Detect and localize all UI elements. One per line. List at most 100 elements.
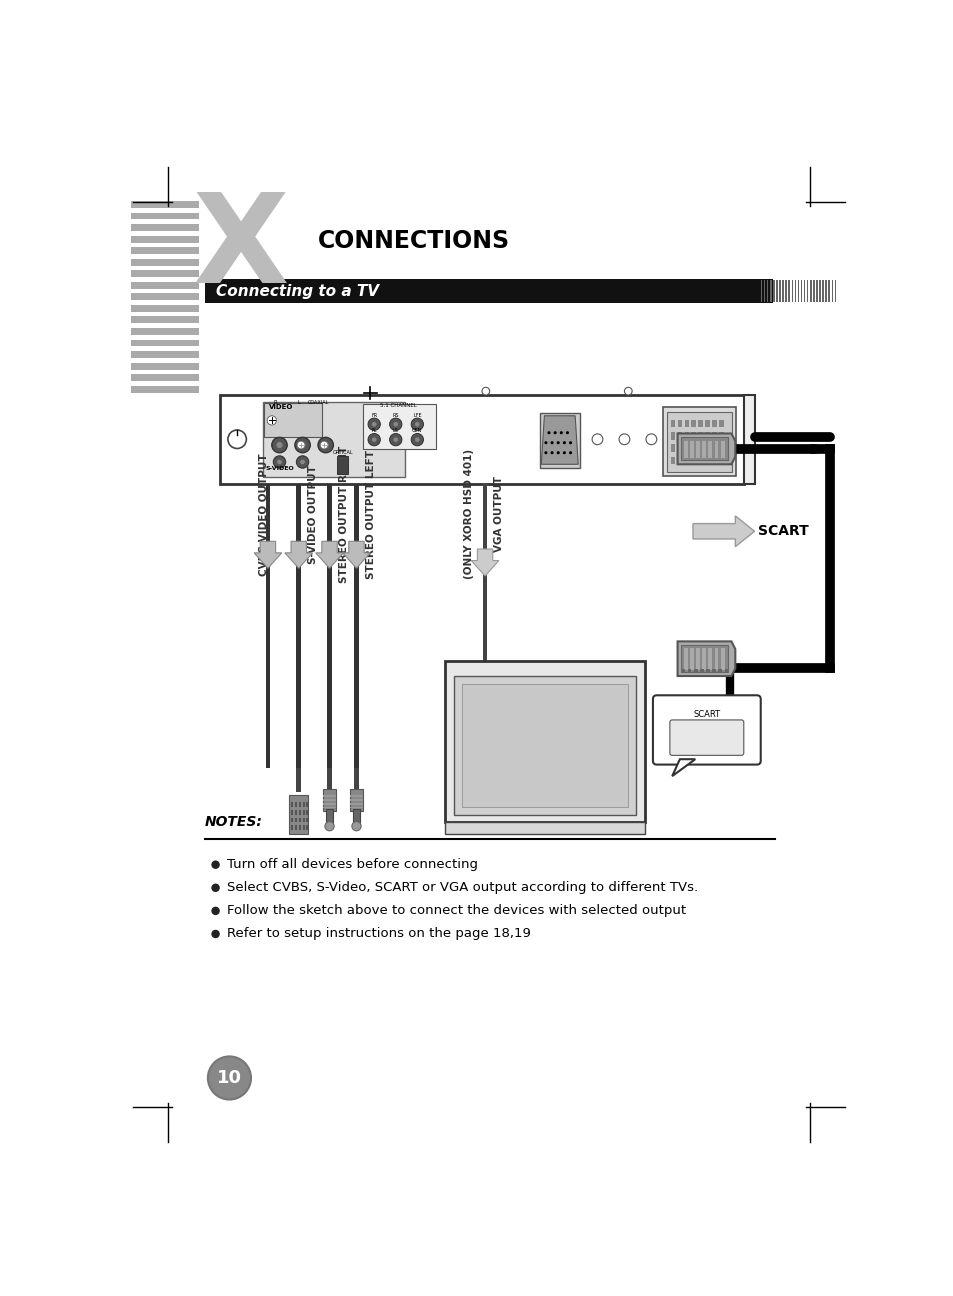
Bar [718,669,721,673]
Bar [772,280,774,302]
Polygon shape [471,550,498,575]
Circle shape [296,456,309,468]
Bar [294,802,297,807]
Text: SCART: SCART [758,525,808,538]
Bar [769,280,771,302]
Bar [349,804,363,805]
Text: STEREO OUTPUT RIGHT: STEREO OUTPUT RIGHT [338,446,349,583]
Text: L: L [297,400,300,406]
Circle shape [411,419,423,430]
Bar [131,201,198,207]
Bar [354,769,358,792]
Bar [712,432,716,439]
Bar [683,441,687,457]
Bar [539,412,579,468]
Bar [294,810,297,815]
Bar [131,271,198,277]
Bar [684,420,688,428]
Circle shape [477,775,480,778]
Circle shape [297,441,305,448]
Bar [723,669,728,673]
Text: RS: RS [392,412,398,417]
Bar [302,818,305,823]
Bar [131,351,198,358]
Bar [131,375,198,381]
Circle shape [473,798,476,801]
Bar [670,456,675,464]
Bar [708,648,712,670]
Bar [362,404,436,448]
Text: S-VIDEO: S-VIDEO [265,465,294,470]
Bar [666,412,732,472]
Circle shape [568,451,572,455]
Bar [787,280,789,302]
Bar [684,445,688,452]
Bar [354,483,358,769]
Text: SCART: SCART [693,710,720,719]
Bar [322,800,336,801]
Bar [720,441,723,457]
Bar [698,432,702,439]
Circle shape [568,441,572,445]
Bar [482,737,487,761]
FancyBboxPatch shape [669,721,743,756]
Circle shape [267,416,276,425]
Bar [306,802,309,807]
Text: CONNECTIONS: CONNECTIONS [317,229,510,253]
Bar [719,432,723,439]
Bar [325,809,333,826]
Polygon shape [677,642,735,677]
Bar [834,280,836,302]
Polygon shape [471,765,498,807]
Text: CEN: CEN [412,428,422,433]
Circle shape [624,388,632,395]
Bar [816,280,817,302]
Circle shape [212,884,219,892]
Circle shape [473,775,476,778]
Bar [131,236,198,242]
Bar [296,483,301,769]
Text: Follow the sketch above to connect the devices with selected output: Follow the sketch above to connect the d… [227,905,685,918]
Bar [131,386,198,393]
Circle shape [645,434,656,445]
Bar [349,796,363,797]
Circle shape [544,441,547,445]
Bar [714,441,718,457]
Bar [691,456,696,464]
Bar [712,669,716,673]
Bar [683,648,687,670]
Bar [291,826,293,829]
Bar [691,432,696,439]
Text: (ONLY XORO HSD 401): (ONLY XORO HSD 401) [463,450,473,579]
Bar [824,280,826,302]
Polygon shape [540,416,578,464]
Bar [760,280,761,302]
Circle shape [411,433,423,446]
Bar [306,810,309,815]
Circle shape [272,437,287,452]
Circle shape [294,437,310,452]
Bar [704,456,709,464]
Bar [291,802,293,807]
Bar [262,402,405,477]
Circle shape [393,437,397,442]
Circle shape [212,929,219,938]
Circle shape [557,451,559,455]
Bar [781,280,783,302]
Bar [712,420,716,428]
Bar [705,669,709,673]
Bar [677,420,681,428]
Bar [693,669,697,673]
Circle shape [322,442,329,448]
Bar [298,802,301,807]
Bar [803,280,804,302]
Bar [131,213,198,219]
Text: X: X [193,188,289,310]
Bar [794,280,796,302]
Bar [302,826,305,829]
Bar [322,807,336,809]
Bar [719,445,723,452]
Text: STEREO OUTPUT LEFT: STEREO OUTPUT LEFT [365,450,375,579]
Bar [809,280,811,302]
Circle shape [276,442,282,448]
